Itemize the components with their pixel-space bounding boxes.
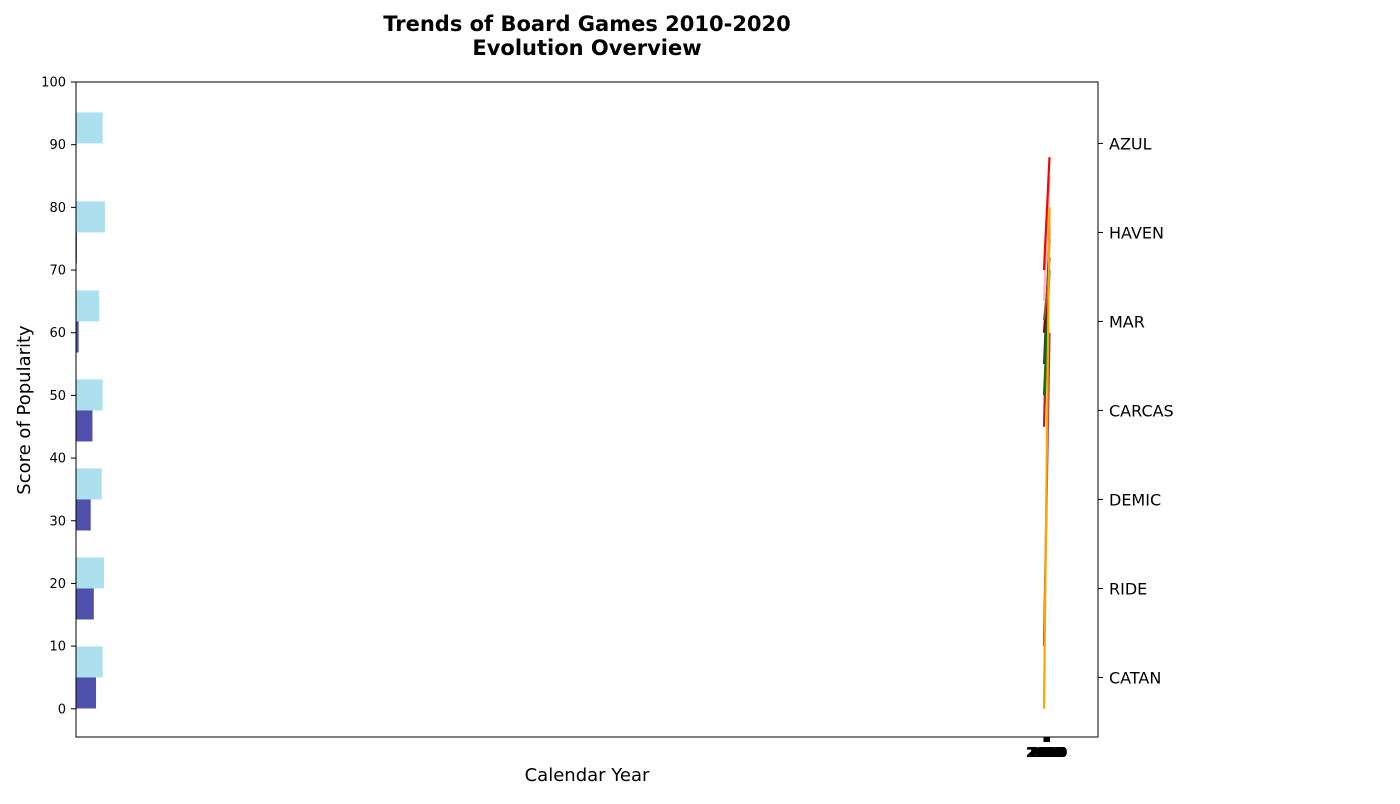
y-tick-label-30: 30 <box>49 514 66 529</box>
x-tick-label-2016: 2016 <box>1029 746 1065 761</box>
y-tick-label-10: 10 <box>49 640 66 655</box>
y-tick-label-70: 70 <box>49 264 66 279</box>
y-tick-label-90: 90 <box>49 138 66 153</box>
x-tick-label-2010: 2010 <box>1026 746 1062 761</box>
bar-light-ride <box>76 557 105 589</box>
bar-light-haven <box>76 201 105 233</box>
x-tick-label-2015: 2015 <box>1029 746 1065 761</box>
x-axis-label: Calendar Year <box>525 765 650 786</box>
series-line-9 <box>1042 207 1051 709</box>
right-tick-label-catan: CATAN <box>1109 668 1161 687</box>
y-axis-label: Score of Popularity <box>14 325 35 495</box>
right-tick-label-carcas: CARCAS <box>1109 401 1174 420</box>
x-tick-label-2017: 2017 <box>1030 746 1066 761</box>
x-tick-label-2013: 2013 <box>1028 746 1064 761</box>
right-tick-label-demic: DEMIC <box>1109 490 1161 509</box>
bar-light-catan <box>76 646 103 678</box>
x-tick-label-2020: 2020 <box>1031 746 1067 761</box>
right-tick-label-azul: AZUL <box>1109 134 1152 153</box>
bar-dark-ride <box>76 588 94 620</box>
bar-dark-mar <box>76 321 79 353</box>
bar-dark-carcas <box>76 410 93 442</box>
y-tick-label-20: 20 <box>49 577 66 592</box>
y-tick-label-100: 100 <box>41 76 66 91</box>
x-tick-label-2018: 2018 <box>1030 746 1066 761</box>
bar-dark-demic <box>76 499 91 531</box>
x-tick-label-2012: 2012 <box>1027 746 1063 761</box>
plot-frame <box>75 81 1099 738</box>
x-tick-label-2014: 2014 <box>1028 746 1064 761</box>
x-tick-label-2019: 2019 <box>1031 746 1067 761</box>
chart-title: Trends of Board Games 2010-2020 <box>383 12 791 36</box>
bar-light-azul <box>76 112 103 144</box>
y-tick-label-0: 0 <box>58 702 66 717</box>
bar-light-carcas <box>76 379 103 411</box>
series-line-8 <box>1042 157 1051 271</box>
y-tick-label-60: 60 <box>49 326 66 341</box>
right-tick-label-haven: HAVEN <box>1109 223 1164 242</box>
y-tick-label-80: 80 <box>49 201 66 216</box>
bar-dark-catan <box>76 677 97 709</box>
right-tick-label-ride: RIDE <box>1109 579 1147 598</box>
y-tick-label-40: 40 <box>49 452 66 467</box>
x-tick-label-2011: 2011 <box>1026 746 1062 761</box>
bar-light-demic <box>76 468 102 500</box>
right-tick-label-mar: MAR <box>1109 312 1145 331</box>
y-tick-label-50: 50 <box>49 389 66 404</box>
chart-subtitle: Evolution Overview <box>472 36 701 60</box>
bar-light-mar <box>76 290 100 322</box>
